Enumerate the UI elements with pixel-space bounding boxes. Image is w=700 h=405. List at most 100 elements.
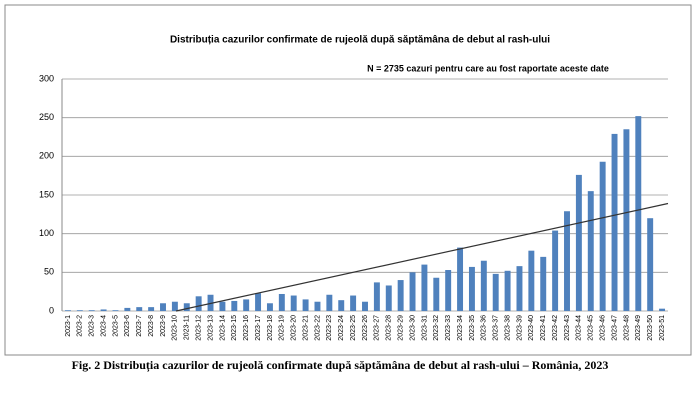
bar xyxy=(540,256,547,311)
x-tick-label: 2023-4 xyxy=(100,315,107,337)
bar xyxy=(100,309,107,311)
y-tick-label: 300 xyxy=(39,73,54,83)
bar xyxy=(314,301,321,311)
y-tick-label: 200 xyxy=(39,151,54,161)
bar xyxy=(635,116,642,312)
bar xyxy=(623,129,630,311)
bar xyxy=(243,299,250,311)
chart-title: Distribuția cazurilor confirmate de ruje… xyxy=(170,35,550,46)
x-tick-label: 2023-16 xyxy=(243,315,250,341)
bar xyxy=(647,218,654,311)
bar xyxy=(124,307,131,311)
bar xyxy=(373,282,380,311)
x-tick-label: 2023-3 xyxy=(89,315,96,337)
x-tick-label: 2023-12 xyxy=(195,315,202,341)
bar xyxy=(468,266,475,311)
x-tick-label: 2023-45 xyxy=(588,315,595,341)
x-tick-label: 2023-40 xyxy=(528,315,535,341)
x-tick-label: 2023-37 xyxy=(493,315,500,341)
x-tick-label: 2023-14 xyxy=(219,315,226,341)
bar xyxy=(552,230,559,311)
bar xyxy=(528,250,535,311)
bar xyxy=(599,161,606,311)
x-tick-label: 2023-24 xyxy=(338,315,345,341)
x-tick-label: 2023-35 xyxy=(469,315,476,341)
x-tick-label: 2023-6 xyxy=(124,315,131,337)
x-tick-label: 2023-49 xyxy=(635,315,642,341)
x-tick-label: 2023-48 xyxy=(623,315,630,341)
x-tick-label: 2023-9 xyxy=(160,315,167,337)
bar xyxy=(350,295,357,311)
bar xyxy=(64,310,71,311)
bar xyxy=(136,307,143,311)
bar xyxy=(433,277,440,311)
x-tick-label: 2023-32 xyxy=(433,315,440,341)
x-tick-label: 2023-44 xyxy=(576,315,583,341)
y-tick-label: 50 xyxy=(44,267,54,277)
bar xyxy=(457,247,464,311)
bar xyxy=(76,310,83,311)
bar xyxy=(564,211,570,311)
x-tick-label: 2023-20 xyxy=(291,315,298,341)
x-tick-label: 2023-39 xyxy=(516,315,523,341)
bar xyxy=(195,296,202,311)
x-tick-label: 2023-38 xyxy=(504,315,511,341)
x-tick-label: 2023-1 xyxy=(65,315,72,337)
trend-line xyxy=(175,202,669,312)
bar xyxy=(516,266,523,311)
x-tick-label: 2023-5 xyxy=(112,315,119,337)
y-tick-label: 0 xyxy=(49,305,54,315)
bar xyxy=(575,174,582,311)
bar xyxy=(266,303,273,311)
x-tick-label: 2023-22 xyxy=(314,315,321,341)
x-tick-label: 2023-26 xyxy=(362,315,369,341)
x-tick-label: 2023-51 xyxy=(659,315,666,341)
x-tick-label: 2023-2 xyxy=(77,315,84,337)
bar xyxy=(88,310,95,311)
bar xyxy=(611,133,618,311)
bar xyxy=(338,300,345,311)
bar xyxy=(362,301,368,311)
x-tick-label: 2023-47 xyxy=(611,315,618,341)
bar xyxy=(183,303,190,311)
bar xyxy=(171,301,178,311)
bar xyxy=(290,295,297,311)
bar xyxy=(385,285,392,311)
bar xyxy=(231,300,238,311)
x-tick-label: 2023-19 xyxy=(279,315,286,341)
annotation: N = 2735 cazuri pentru care au fost rapo… xyxy=(367,63,609,73)
x-tick-label: 2023-8 xyxy=(148,315,155,337)
x-tick-label: 2023-11 xyxy=(184,315,191,340)
y-tick-label: 150 xyxy=(39,189,54,199)
x-tick-label: 2023-17 xyxy=(255,315,262,341)
x-tick-label: 2023-10 xyxy=(172,315,179,341)
y-tick-label: 100 xyxy=(39,228,54,238)
x-tick-label: 2023-15 xyxy=(231,315,238,341)
bar xyxy=(112,310,119,311)
bar xyxy=(219,301,226,311)
caption: Fig. 2 Distribuția cazurilor de rujeolă … xyxy=(72,358,609,373)
x-tick-label: 2023-25 xyxy=(350,315,357,341)
bar xyxy=(480,260,487,311)
x-tick-label: 2023-46 xyxy=(599,315,606,341)
x-tick-label: 2023-31 xyxy=(421,315,428,341)
x-tick-label: 2023-18 xyxy=(267,315,274,341)
x-tick-label: 2023-21 xyxy=(302,315,309,341)
bar xyxy=(504,270,511,311)
x-tick-label: 2023-23 xyxy=(326,315,333,341)
bar xyxy=(397,280,404,311)
bar xyxy=(160,303,166,311)
x-tick-label: 2023-42 xyxy=(552,315,559,341)
x-tick-label: 2023-29 xyxy=(397,315,404,341)
x-tick-label: 2023-50 xyxy=(647,315,654,341)
bar xyxy=(421,264,428,311)
x-tick-label: 2023-33 xyxy=(445,315,452,341)
bar xyxy=(326,294,333,311)
x-tick-label: 2023-13 xyxy=(207,315,214,341)
x-tick-label: 2023-27 xyxy=(374,315,381,341)
x-tick-label: 2023-28 xyxy=(386,315,393,341)
bar xyxy=(148,307,155,311)
bar xyxy=(409,272,416,311)
bar xyxy=(492,273,499,311)
